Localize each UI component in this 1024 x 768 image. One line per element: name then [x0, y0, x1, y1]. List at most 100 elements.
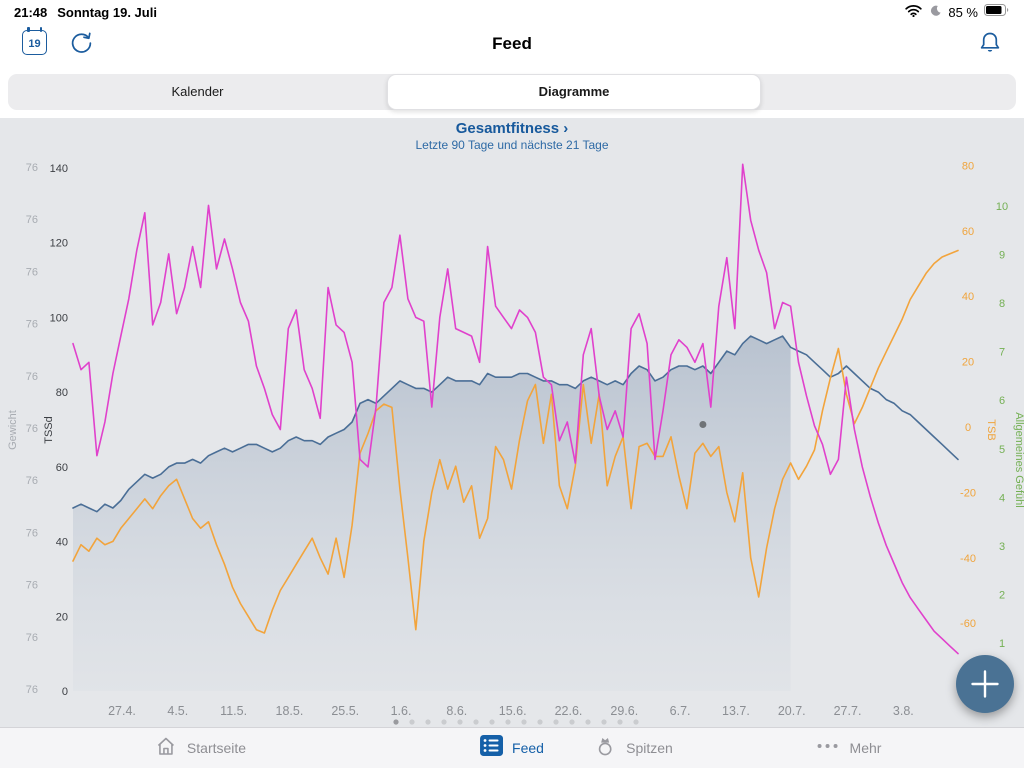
- svg-text:3: 3: [999, 541, 1005, 553]
- fitness-chart[interactable]: 76 76 76 76 76 76 76 76 76 76 76 Gewicht 140 120 100 80…: [0, 118, 1024, 727]
- chart-title-link[interactable]: Gesamtfitness ›: [455, 120, 569, 137]
- chart-region: 76 76 76 76 76 76 76 76 76 76 76 Gewicht 140 120 100 80…: [0, 118, 1024, 727]
- page-dot: [553, 719, 559, 725]
- svg-text:29.6.: 29.6.: [610, 704, 638, 718]
- svg-text:140: 140: [50, 163, 68, 175]
- tab-feed[interactable]: Feed: [480, 728, 544, 768]
- svg-text:3.8.: 3.8.: [893, 704, 914, 718]
- tab-startseite[interactable]: Startseite: [154, 728, 246, 768]
- svg-text:9: 9: [999, 250, 1005, 262]
- page-dot: [489, 719, 495, 725]
- page-dot: [441, 719, 447, 725]
- page-dot: [521, 719, 527, 725]
- battery-icon: [984, 4, 1010, 20]
- refresh-button[interactable]: [68, 29, 95, 61]
- svg-text:10: 10: [996, 201, 1008, 213]
- svg-text:20: 20: [56, 611, 68, 623]
- svg-text:8.6.: 8.6.: [446, 704, 467, 718]
- page-dot: [585, 719, 591, 725]
- svg-text:27.7.: 27.7.: [834, 704, 862, 718]
- page-dot: [537, 719, 543, 725]
- svg-text:76: 76: [26, 527, 38, 539]
- svg-text:1: 1: [999, 638, 1005, 650]
- page-dot: [601, 719, 607, 725]
- tab-spitzen[interactable]: Spitzen: [593, 728, 673, 768]
- svg-text:22.6.: 22.6.: [555, 704, 583, 718]
- svg-text:8: 8: [999, 298, 1005, 310]
- svg-text:27.4.: 27.4.: [108, 704, 136, 718]
- svg-text:76: 76: [26, 684, 38, 696]
- feed-list-icon: [480, 735, 504, 761]
- svg-text:-60: -60: [960, 618, 976, 630]
- nav-bar: Feed 19: [0, 22, 1024, 66]
- page-dot: [457, 719, 463, 725]
- svg-text:40: 40: [962, 291, 974, 303]
- plus-icon: [971, 670, 999, 698]
- svg-text:-20: -20: [960, 487, 976, 499]
- status-date: Sonntag 19. Juli: [57, 4, 157, 20]
- home-icon: [154, 734, 178, 763]
- svg-text:0: 0: [62, 686, 68, 698]
- page-dot: [409, 719, 415, 725]
- wifi-icon: [905, 4, 923, 20]
- page-dot: [425, 719, 431, 725]
- page-dot: [617, 719, 623, 725]
- status-time: 21:48: [14, 4, 48, 20]
- calendar-day-number: 19: [28, 38, 41, 50]
- svg-text:76: 76: [26, 580, 38, 592]
- svg-text:76: 76: [26, 162, 38, 174]
- page-dot: [633, 719, 639, 725]
- segmented-control: Kalender Diagramme: [8, 74, 1016, 110]
- svg-text:120: 120: [50, 238, 68, 250]
- tab-kalender[interactable]: Kalender: [171, 84, 224, 99]
- svg-text:TSB: TSB: [985, 419, 997, 440]
- svg-text:7: 7: [999, 347, 1005, 359]
- trophy-ring-icon: [593, 734, 617, 763]
- svg-text:60: 60: [962, 226, 974, 238]
- status-bar: 21:48 Sonntag 19. Juli 85 %: [0, 0, 1024, 22]
- svg-text:20.7.: 20.7.: [778, 704, 806, 718]
- svg-text:4.5.: 4.5.: [167, 704, 188, 718]
- svg-text:25.5.: 25.5.: [331, 704, 359, 718]
- segment-selected-background: [387, 74, 761, 110]
- svg-text:76: 76: [26, 319, 38, 331]
- fitness-area: [73, 336, 791, 691]
- gray-dot: [699, 421, 707, 428]
- svg-text:20: 20: [962, 357, 974, 369]
- svg-text:2: 2: [999, 589, 1005, 601]
- pink-line: [72, 163, 959, 655]
- svg-text:0: 0: [965, 422, 971, 434]
- tab-spitzen-label: Spitzen: [626, 740, 673, 756]
- svg-text:76: 76: [26, 371, 38, 383]
- svg-text:4: 4: [999, 492, 1005, 504]
- chevron-right-icon: ›: [563, 120, 569, 137]
- calendar-today-button[interactable]: 19: [22, 27, 47, 55]
- svg-text:15.6.: 15.6.: [499, 704, 527, 718]
- svg-text:-40: -40: [960, 553, 976, 565]
- fitness-chart-svg: 7676767676767676767676Gewicht14012010080…: [7, 160, 1024, 725]
- svg-text:1.6.: 1.6.: [391, 704, 412, 718]
- svg-text:18.5.: 18.5.: [276, 704, 304, 718]
- tab-mehr-label: Mehr: [849, 740, 882, 756]
- orange-line: [72, 249, 959, 634]
- tab-bar: Startseite Feed Spitzen: [0, 727, 1024, 768]
- add-button[interactable]: [956, 655, 1014, 713]
- tab-mehr[interactable]: Mehr: [815, 728, 882, 768]
- svg-text:6.7.: 6.7.: [670, 704, 691, 718]
- battery-percent: 85 %: [948, 4, 978, 20]
- svg-text:76: 76: [26, 632, 38, 644]
- notifications-bell-button[interactable]: [976, 29, 1004, 62]
- page-title: Feed: [492, 34, 532, 53]
- svg-text:76: 76: [26, 423, 38, 435]
- svg-text:76: 76: [26, 266, 38, 278]
- tab-diagramme[interactable]: Diagramme: [538, 84, 610, 99]
- svg-text:80: 80: [962, 160, 974, 172]
- segmented-control-row: Kalender Diagramme: [0, 66, 1024, 118]
- svg-text:Allgemeines Gefühl: Allgemeines Gefühl: [1013, 412, 1024, 507]
- tab-startseite-label: Startseite: [186, 740, 247, 756]
- svg-text:40: 40: [56, 537, 68, 549]
- page-dot: [393, 719, 399, 725]
- page-dot: [569, 719, 575, 725]
- page-dot: [505, 719, 511, 725]
